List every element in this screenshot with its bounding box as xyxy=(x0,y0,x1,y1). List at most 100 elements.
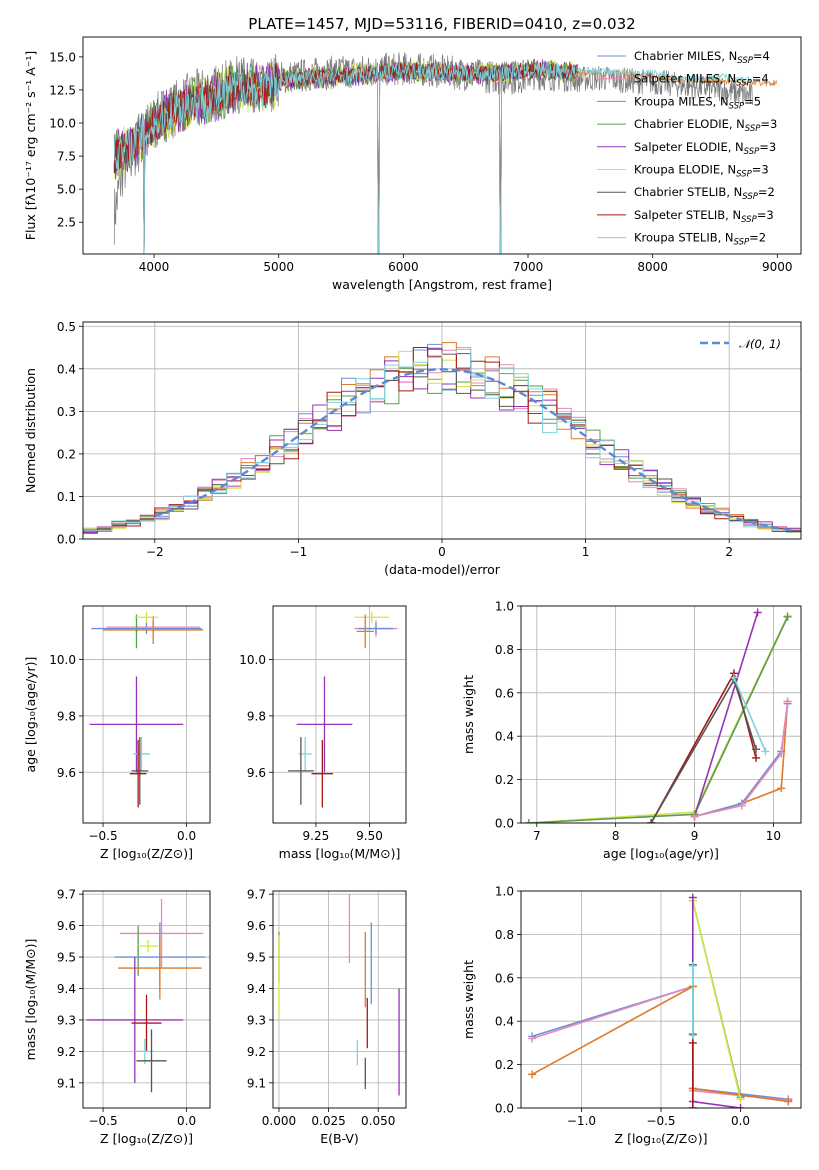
residuals-xtick-label: 2 xyxy=(725,545,733,559)
legend-entry-salpeter-miles: Salpeter MILES, NSSP=4 xyxy=(634,72,769,89)
mass_vs_Z-axes: −0.5 0.0 9.1 9.2 9.3 9.4 9.5 9.6 9.7 Z [log₁₀(Z/Z… xyxy=(23,888,211,1146)
age_vs_Z-xtick-label: −0.5 xyxy=(88,829,117,843)
weight_vs_Z-xtick-label: 0.0 xyxy=(731,1114,750,1128)
weight_vs_Z-frame xyxy=(520,890,802,1109)
spectrum-ytick-label: 7.5 xyxy=(57,150,76,164)
spectrum-legend: Chabrier MILES, NSSP=4 Salpeter MILES, NS… xyxy=(597,49,777,248)
weight_vs_age-marker-salpeter-elodie xyxy=(753,608,762,617)
weight_vs_age-ytick-label: 0.6 xyxy=(495,686,514,700)
weight_vs_Z-ytick-label: 0.6 xyxy=(495,971,514,985)
weight_vs_Z-ytick-label: 0.2 xyxy=(495,1058,514,1072)
age_vs_mass-axes: 9.25 9.50 9.6 9.8 10.0 mass [log₁₀(M/M⊙)] xyxy=(239,605,407,861)
mass_vs_ebv-ytick-label: 9.5 xyxy=(247,951,266,965)
weight_vs_Z-xlabel: Z [log₁₀(Z/Z⊙)] xyxy=(615,1131,708,1146)
weight_vs_Z-line-kroupa-miles xyxy=(531,985,789,1103)
weight_vs_age-ylabel: mass weight xyxy=(461,675,476,754)
residuals-ylabel: Normed distribution xyxy=(23,368,38,493)
mass_vs_Z-point-chabrier-stelib xyxy=(136,1029,167,1093)
normal-legend-label: 𝒩(0, 1) xyxy=(739,337,781,351)
mass_vs_Z-xlabel: Z [log₁₀(Z/Z⊙)] xyxy=(100,1131,193,1146)
age_vs_Z-point-salpeter-elodie xyxy=(89,676,184,773)
age_vs_Z-point-chabrier-elodie xyxy=(135,614,138,649)
weight_vs_age-line-kroupa-stelib xyxy=(733,677,767,752)
mass_vs_Z-ylabel: mass [log₁₀(M/M⊙)] xyxy=(23,939,38,1061)
residuals-axes: −2 −1 0 1 2 0.0 0.1 0.2 0.3 0.4 0.5 (data-model)/er… xyxy=(23,320,802,577)
mass_vs_ebv-ytick-label: 9.3 xyxy=(247,1013,266,1027)
histogram-kroupa-stelib xyxy=(83,349,801,539)
weight_vs_age-series-salpeter-miles xyxy=(690,697,792,821)
model-spectrum-ext-kroupa-stelib xyxy=(577,66,753,84)
age_vs_mass-point-kroupa-elodie xyxy=(354,611,389,623)
weight_vs_Z-marker-salpeter-elodie xyxy=(688,893,697,902)
normal-curve xyxy=(154,368,794,532)
weight_vs_age-line-kroupa-elodie xyxy=(528,615,789,823)
mass_vs_Z-point-salpeter-stelib xyxy=(131,994,162,1052)
model-spectrum-kroupa-miles xyxy=(113,60,579,254)
age_vs_mass-xtick-label: 9.50 xyxy=(356,829,383,843)
model-spectrum-chabrier-stelib xyxy=(113,62,579,254)
weight_vs_Z-series-salpeter-miles xyxy=(528,982,793,1105)
legend-entry-chabrier-elodie: Chabrier ELODIE, NSSP=3 xyxy=(634,117,777,134)
weight_vs_Z-xtick-label: −1.0 xyxy=(567,1114,596,1128)
mass_vs_Z-ytick-label: 9.3 xyxy=(57,1013,76,1027)
age_vs_mass-ytick-label: 9.8 xyxy=(247,709,266,723)
weight_vs_age-xtick-label: 8 xyxy=(612,829,620,843)
mass_vs_Z-point-kroupa-elodie xyxy=(138,939,159,953)
residuals-ytick-label: 0.5 xyxy=(57,320,76,334)
residuals-frame xyxy=(82,321,802,540)
weight_vs_Z-series-kroupa-elodie xyxy=(688,896,745,1104)
spectrum-title: PLATE=1457, MJD=53116, FIBERID=0410, z=0… xyxy=(248,15,635,33)
weight_vs_age-marker-kroupa-stelib xyxy=(761,747,770,756)
mass_vs_Z-point-salpeter-elodie xyxy=(86,957,184,1083)
mass_vs_Z-frame xyxy=(82,890,211,1109)
spectrum-plot-area xyxy=(113,52,778,254)
weight_vs_Z-marker-kroupa-stelib xyxy=(688,1031,697,1040)
weight_vs_Z-axes: −1.0 −0.5 0.0 0.0 0.2 0.4 0.6 0.8 1.0 Z [log₁₀(Z/… xyxy=(461,885,802,1146)
weight_vs_age-xtick-label: 9 xyxy=(691,829,699,843)
age_vs_Z-point-chabrier-stelib xyxy=(131,737,149,805)
age_vs_mass-point-salpeter-stelib xyxy=(311,739,334,808)
spectrum-xtick-label: 8000 xyxy=(637,260,668,274)
age_vs_mass-ytick-label: 9.6 xyxy=(247,766,266,780)
spectrum-xtick-label: 5000 xyxy=(263,260,294,274)
spectrum-xtick-label: 7000 xyxy=(513,260,544,274)
weight_vs_age-xtick-label: 10 xyxy=(766,829,781,843)
residuals-xtick-label: 0 xyxy=(438,545,446,559)
weight_vs_Z-ytick-label: 1.0 xyxy=(495,885,514,899)
legend-entry-chabrier-stelib: Chabrier STELIB, NSSP=2 xyxy=(634,185,775,202)
mass_vs_ebv-ytick-label: 9.7 xyxy=(247,888,266,902)
spectrum-ytick-label: 2.5 xyxy=(57,216,76,230)
age_vs_Z-ytick-label: 9.8 xyxy=(57,709,76,723)
weight_vs_age-line-chabrier-elodie xyxy=(528,616,789,823)
spectrum-ytick-label: 5.0 xyxy=(57,183,76,197)
age_vs_mass-point-chabrier-miles xyxy=(358,622,394,635)
mass_vs_ebv-xlabel: E(B-V) xyxy=(320,1131,359,1146)
spectrum-xtick-label: 6000 xyxy=(388,260,419,274)
age_vs_Z-plot-area xyxy=(89,611,204,808)
weight_vs_age-marker-salpeter-miles xyxy=(777,749,786,758)
weight_vs_Z-ytick-label: 0.0 xyxy=(495,1102,514,1116)
weight_vs_age-marker-kroupa-stelib xyxy=(729,673,738,682)
age_vs_Z-ytick-label: 9.6 xyxy=(57,766,76,780)
residuals-ytick-label: 0.3 xyxy=(57,405,76,419)
age_vs_Z-frame xyxy=(82,605,211,824)
weight_vs_Z-marker-salpeter-stelib xyxy=(688,1038,697,1047)
weight_vs_age-marker-chabrier-stelib xyxy=(647,819,656,823)
mass_vs_Z-ytick-label: 9.5 xyxy=(57,951,76,965)
mass_vs_Z-ytick-label: 9.1 xyxy=(57,1076,76,1090)
residuals-ytick-label: 0.0 xyxy=(57,533,76,547)
residuals-ytick-label: 0.4 xyxy=(57,362,76,376)
mass_vs_ebv-ytick-label: 9.2 xyxy=(247,1045,266,1059)
legend-entry-salpeter-elodie: Salpeter ELODIE, NSSP=3 xyxy=(634,140,776,157)
weight_vs_age-marker-chabrier-stelib xyxy=(752,745,761,754)
weight_vs_Z-xtick-label: −0.5 xyxy=(646,1114,675,1128)
age_vs_mass-plot-area xyxy=(288,611,398,808)
mass_vs_ebv-ytick-label: 9.4 xyxy=(247,982,266,996)
weight_vs_Z-marker-salpeter-elodie xyxy=(736,1104,745,1108)
residuals-xtick-label: −2 xyxy=(146,545,164,559)
weight_vs_age-ytick-label: 0.2 xyxy=(495,773,514,787)
weight_vs_age-line-salpeter-elodie xyxy=(693,612,759,817)
mass_vs_ebv-frame xyxy=(272,890,407,1109)
weight_vs_Z-marker-kroupa-stelib xyxy=(688,961,697,970)
weight_vs_age-frame xyxy=(520,605,802,824)
